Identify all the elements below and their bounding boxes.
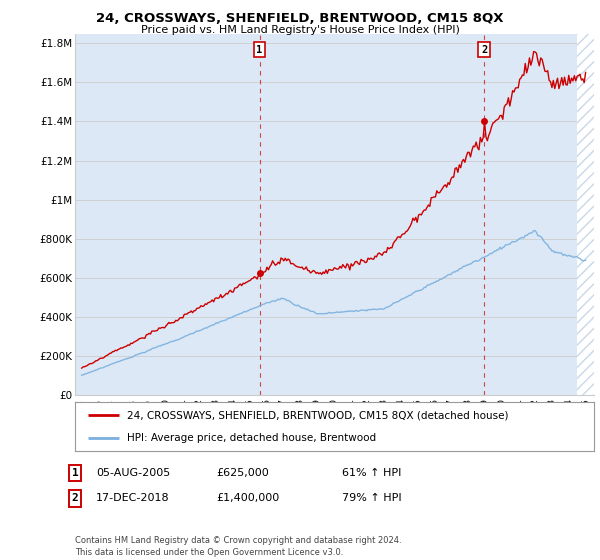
Bar <box>577 34 598 395</box>
Text: £1,400,000: £1,400,000 <box>216 493 279 503</box>
Text: 24, CROSSWAYS, SHENFIELD, BRENTWOOD, CM15 8QX: 24, CROSSWAYS, SHENFIELD, BRENTWOOD, CM1… <box>96 12 504 25</box>
Text: 05-AUG-2005: 05-AUG-2005 <box>96 468 170 478</box>
Text: 61% ↑ HPI: 61% ↑ HPI <box>342 468 401 478</box>
Text: 1: 1 <box>256 45 263 55</box>
Text: HPI: Average price, detached house, Brentwood: HPI: Average price, detached house, Bren… <box>127 433 376 444</box>
Text: 79% ↑ HPI: 79% ↑ HPI <box>342 493 401 503</box>
Bar <box>577 34 596 395</box>
Text: 1: 1 <box>71 468 79 478</box>
Text: Price paid vs. HM Land Registry's House Price Index (HPI): Price paid vs. HM Land Registry's House … <box>140 25 460 35</box>
Text: 2: 2 <box>481 45 487 55</box>
Text: 17-DEC-2018: 17-DEC-2018 <box>96 493 170 503</box>
Text: Contains HM Land Registry data © Crown copyright and database right 2024.
This d: Contains HM Land Registry data © Crown c… <box>75 536 401 557</box>
Text: 24, CROSSWAYS, SHENFIELD, BRENTWOOD, CM15 8QX (detached house): 24, CROSSWAYS, SHENFIELD, BRENTWOOD, CM1… <box>127 410 508 421</box>
Text: 2: 2 <box>71 493 79 503</box>
Text: £625,000: £625,000 <box>216 468 269 478</box>
